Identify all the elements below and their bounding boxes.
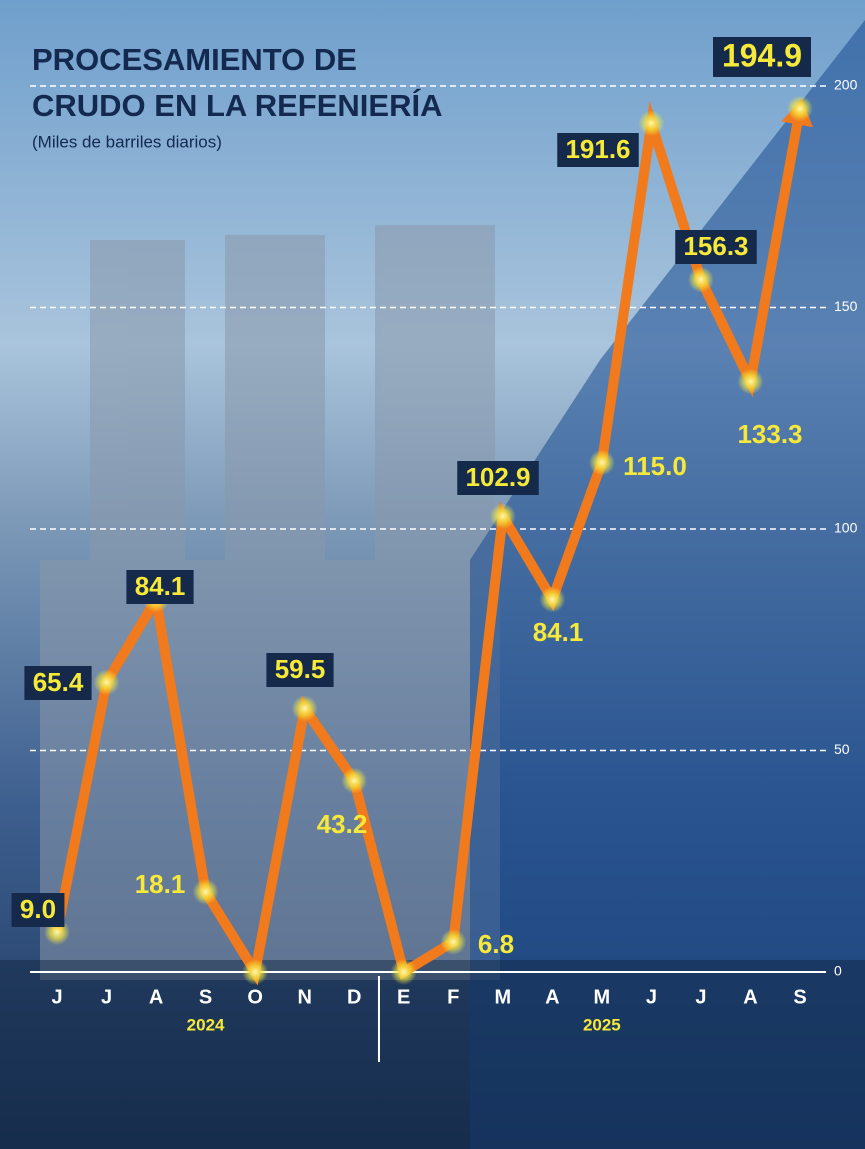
- data-label: 194.9: [722, 37, 802, 73]
- data-point: [539, 586, 565, 612]
- chart-title: CRUDO EN LA REFENIERÍA: [32, 88, 442, 123]
- data-point: [787, 96, 813, 122]
- data-label: 156.3: [683, 231, 748, 261]
- x-tick-label: M: [594, 986, 611, 1008]
- y-tick-label: 0: [834, 963, 842, 979]
- data-point: [688, 267, 714, 293]
- data-label: 65.4: [33, 667, 84, 697]
- x-tick-label: D: [347, 986, 361, 1008]
- x-tick-label: J: [695, 986, 706, 1008]
- x-tick-label: N: [297, 986, 311, 1008]
- x-tick-label: M: [494, 986, 511, 1008]
- data-point: [193, 879, 219, 905]
- chart: PROCESAMIENTO DE CRUDO EN LA REFENIERÍA …: [0, 0, 865, 1149]
- data-label: 102.9: [465, 462, 530, 492]
- data-point: [292, 695, 318, 721]
- x-tick-label: A: [545, 986, 559, 1008]
- year-label: 2024: [187, 1015, 225, 1034]
- data-point: [589, 450, 615, 476]
- data-point: [341, 768, 367, 794]
- data-label: 6.8: [478, 929, 514, 959]
- data-label: 133.3: [737, 419, 802, 449]
- y-tick-label: 200: [834, 77, 858, 93]
- data-point: [242, 959, 268, 985]
- chart-subtitle: (Miles de barriles diarios): [32, 132, 222, 151]
- x-tick-label: J: [51, 986, 62, 1008]
- data-label: 191.6: [565, 134, 630, 164]
- data-label: 59.5: [275, 654, 326, 684]
- data-point: [737, 368, 763, 394]
- data-label: 115.0: [623, 451, 687, 481]
- data-label: 9.0: [20, 894, 56, 924]
- y-tick-label: 50: [834, 741, 850, 757]
- base-shade: [0, 960, 865, 1149]
- x-tick-label: S: [199, 986, 212, 1008]
- x-tick-label: A: [743, 986, 757, 1008]
- x-tick-label: F: [447, 986, 459, 1008]
- x-tick-label: E: [397, 986, 410, 1008]
- x-tick-label: A: [149, 986, 163, 1008]
- y-tick-label: 100: [834, 520, 858, 536]
- x-tick-label: O: [247, 986, 263, 1008]
- data-point: [638, 110, 664, 136]
- data-point: [440, 929, 466, 955]
- data-point: [391, 959, 417, 985]
- chart-title: PROCESAMIENTO DE: [32, 42, 357, 77]
- x-tick-label: S: [793, 986, 806, 1008]
- y-tick-label: 150: [834, 298, 858, 314]
- x-tick-label: J: [101, 986, 112, 1008]
- data-label: 84.1: [533, 617, 584, 647]
- data-point: [490, 503, 516, 529]
- x-tick-label: J: [646, 986, 657, 1008]
- year-label: 2025: [583, 1015, 621, 1034]
- data-point: [94, 669, 120, 695]
- data-label: 43.2: [317, 809, 368, 839]
- data-label: 18.1: [135, 869, 186, 899]
- data-label: 84.1: [135, 571, 186, 601]
